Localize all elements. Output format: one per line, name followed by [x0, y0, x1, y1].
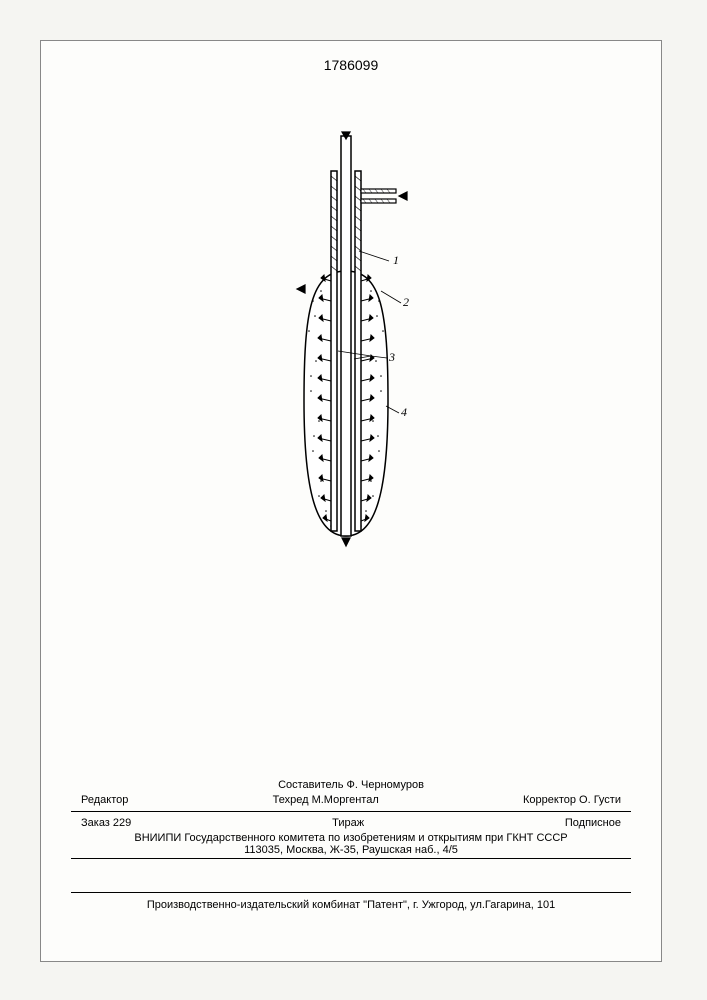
callout-3: 3	[389, 350, 395, 365]
divider-1	[71, 811, 631, 812]
composer-name: Ф. Черномуров	[347, 779, 424, 791]
patent-page: 1786099	[40, 40, 662, 962]
composer-label: Составитель	[278, 779, 343, 791]
footer-block: Составитель Ф. Черномуров Редактор Техре…	[71, 779, 631, 861]
inner-tube	[341, 136, 351, 536]
callout-2: 2	[403, 295, 409, 310]
technical-diagram: 1 2 3 4	[241, 131, 461, 561]
techred-name: М.Моргентал	[312, 794, 379, 806]
editor-label-text: Редактор	[81, 794, 128, 806]
order-label: Заказ 229	[81, 817, 131, 829]
publisher-line: Производственно-издательский комбинат "П…	[71, 892, 631, 911]
composer-cell: Составитель Ф. Черномуров	[278, 779, 424, 791]
subscription-label: Подписное	[565, 817, 621, 829]
corrector-label: Корректор	[523, 794, 576, 806]
patent-number: 1786099	[41, 57, 661, 73]
corrector-name: О. Густи	[579, 794, 621, 806]
tirazh-label: Тираж	[332, 817, 364, 829]
address-line: 113035, Москва, Ж-35, Раушская наб., 4/5	[71, 844, 631, 856]
org-line: ВНИИПИ Государственного комитета по изоб…	[71, 832, 631, 844]
techred-label: Техред	[273, 794, 309, 806]
techred-cell: Техред М.Моргентал	[273, 794, 379, 806]
corrector-cell: Корректор О. Густи	[523, 794, 621, 806]
callout-4: 4	[401, 405, 407, 420]
divider-2	[71, 858, 631, 859]
callout-1: 1	[393, 253, 399, 268]
side-inlet	[361, 189, 396, 203]
